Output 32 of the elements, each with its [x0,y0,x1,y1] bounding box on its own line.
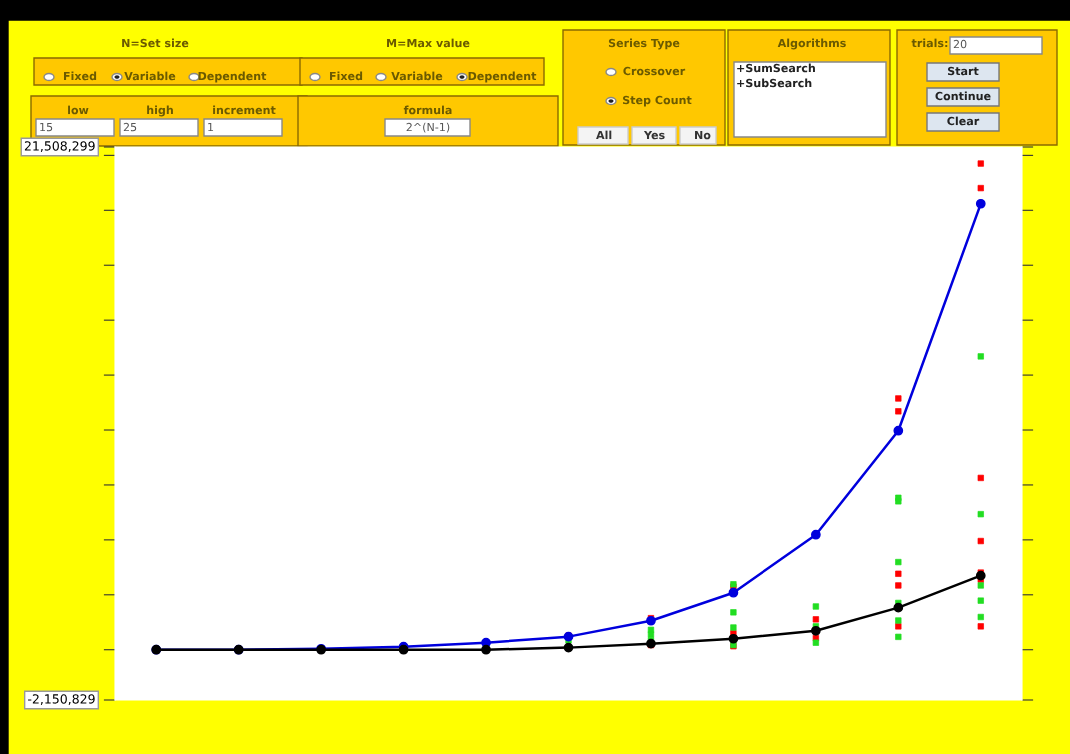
text: N=Set size [122,38,189,48]
text: Yes [643,130,665,140]
text: No [695,130,711,140]
text: 15 [40,122,53,132]
text: +SubSearch [737,78,812,88]
text: Variable [391,71,443,81]
text: All [596,130,612,140]
text: high [147,105,173,117]
text: Fixed [63,71,97,81]
text: 20 [953,39,967,49]
text: Variable [124,71,176,81]
text: Crossover [623,66,686,76]
text: 2^(N-1) [406,122,450,133]
y-tick-label: -2,150,829 [28,694,95,705]
text: increment [213,105,276,115]
text: Clear [947,116,980,126]
text: Series Type [608,38,680,50]
text: Algorithms [777,38,846,50]
text: M=Max value [387,38,470,48]
text: Dependent [468,71,537,83]
text: Start [948,66,979,76]
text: Dependent [198,71,267,83]
text: 25 [123,122,137,132]
text: low [68,105,89,115]
text: trials: [911,38,948,48]
text: Continue [935,91,991,101]
text: +SumSearch [737,63,815,73]
text: 1 [208,122,214,132]
text: Step Count [623,95,692,107]
text: Fixed [329,71,363,81]
y-tick-label: 21,508,299 [24,141,95,152]
text: formula [403,105,452,115]
